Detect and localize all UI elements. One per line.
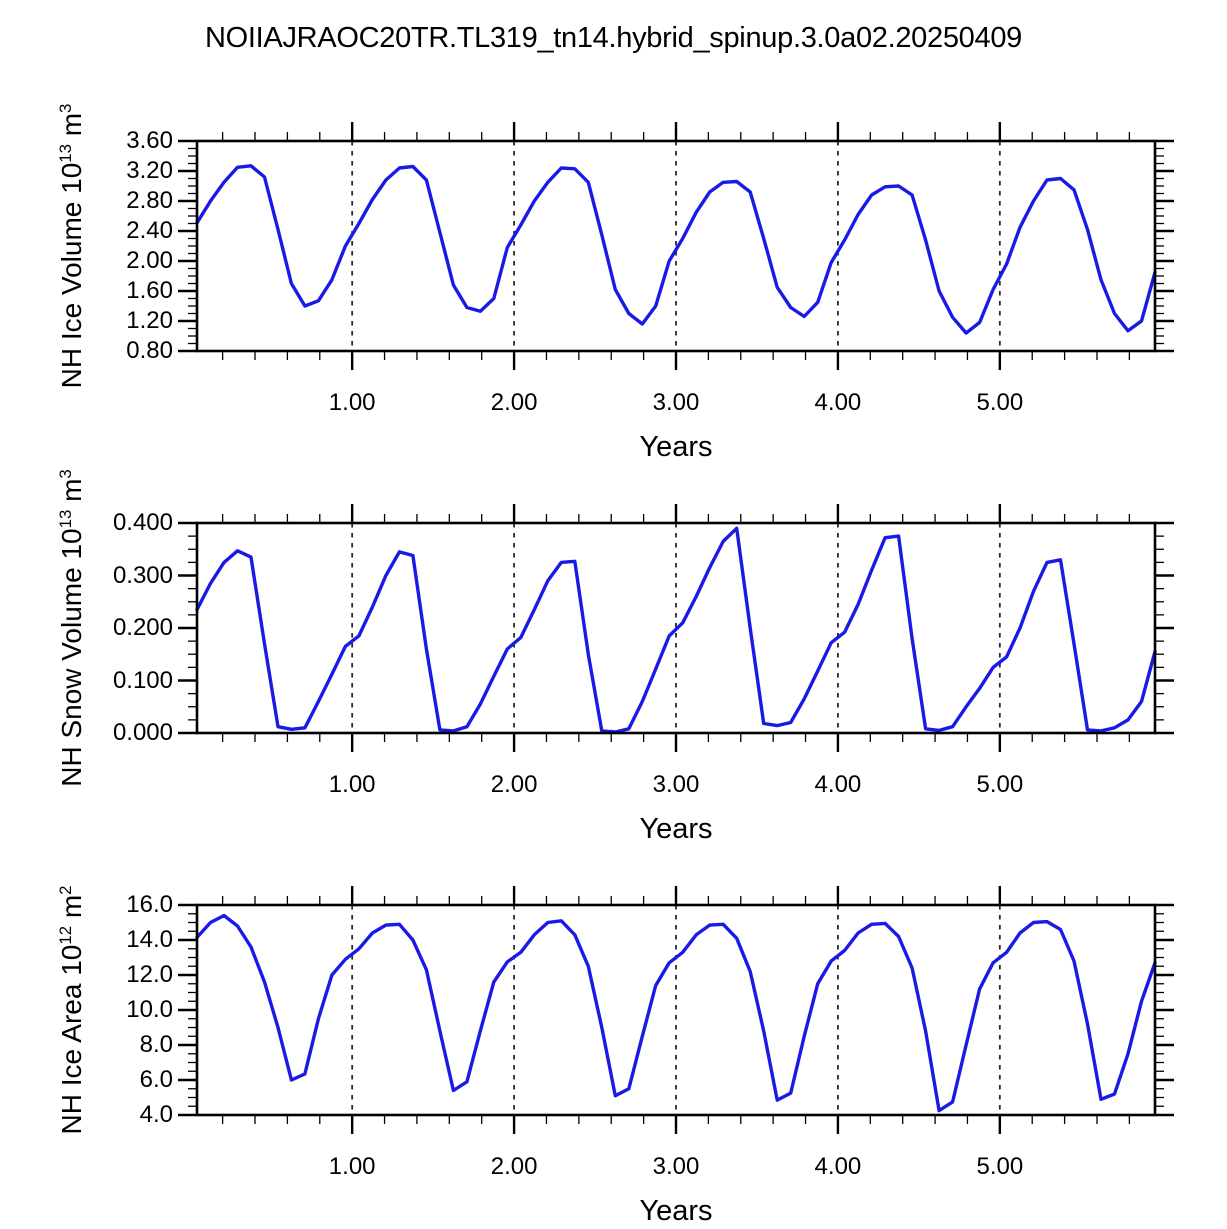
x-tick-label: 5.00 xyxy=(976,389,1024,416)
x-tick-label: 4.00 xyxy=(814,771,862,798)
x-tick-label: 3.00 xyxy=(652,389,700,416)
x-tick-label: 1.00 xyxy=(328,389,376,416)
y-tick-label: 1.60 xyxy=(126,277,173,304)
y-tick-label: 3.20 xyxy=(126,157,173,184)
y-tick-label: 0.400 xyxy=(112,509,173,536)
y-tick-label: 0.100 xyxy=(112,666,173,694)
x-tick-label: 2.00 xyxy=(490,389,538,416)
y-tick-label: 6.0 xyxy=(139,1066,173,1093)
x-axis-title-panel3: Years xyxy=(639,1195,713,1227)
x-tick-label: 1.00 xyxy=(328,1153,376,1180)
x-axis-title-panel1: Years xyxy=(639,431,713,463)
x-tick-label: 2.00 xyxy=(490,1153,538,1180)
x-tick-label: 4.00 xyxy=(814,1153,862,1180)
x-tick-label: 3.00 xyxy=(652,1153,700,1180)
y-axis-title-unit: m xyxy=(56,478,87,510)
y-tick-label: 0.200 xyxy=(112,614,173,641)
y-tick-label: 0.000 xyxy=(112,719,173,746)
y-tick-label: 12.0 xyxy=(126,961,173,988)
y-tick-label: 14.0 xyxy=(126,926,173,953)
y-tick-label: 0.300 xyxy=(112,561,173,589)
y-tick-label: 8.0 xyxy=(139,1031,173,1058)
y-tick-label: 2.00 xyxy=(126,247,173,274)
x-tick-label: 4.00 xyxy=(814,389,862,416)
y-tick-label: 3.60 xyxy=(126,127,173,154)
y-tick-label: 16.0 xyxy=(126,891,173,918)
y-tick-label: 10.0 xyxy=(126,996,173,1023)
page-title: NOIIAJRAOC20TR.TL319_tn14.hybrid_spinup.… xyxy=(205,22,1022,54)
x-axis-title-panel2: Years xyxy=(639,813,713,845)
y-tick-label: 1.20 xyxy=(126,307,173,334)
x-tick-label: 1.00 xyxy=(328,771,376,798)
exponent: 3 xyxy=(55,469,75,479)
y-tick-label: 0.80 xyxy=(126,337,173,364)
x-tick-label: 3.00 xyxy=(652,771,700,798)
y-tick-label: 2.40 xyxy=(126,217,173,244)
x-tick-label: 2.00 xyxy=(490,771,538,798)
x-tick-label: 5.00 xyxy=(976,771,1024,798)
y-tick-label: 4.0 xyxy=(139,1101,173,1128)
x-tick-label: 5.00 xyxy=(976,1153,1024,1180)
exponent: 3 xyxy=(55,103,75,113)
y-tick-label: 2.80 xyxy=(126,187,173,214)
